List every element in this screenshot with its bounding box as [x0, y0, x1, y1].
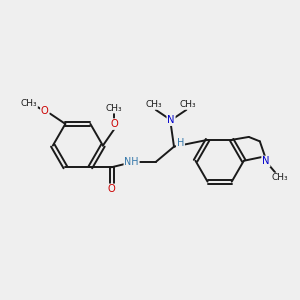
Text: CH₃: CH₃: [146, 100, 163, 109]
Text: N: N: [167, 115, 175, 125]
Text: NH: NH: [124, 157, 139, 167]
Text: O: O: [110, 119, 118, 129]
Text: O: O: [41, 106, 49, 116]
Text: CH₃: CH₃: [272, 173, 288, 182]
Text: CH₃: CH₃: [179, 100, 196, 109]
Text: O: O: [108, 184, 116, 194]
Text: H: H: [177, 138, 184, 148]
Text: CH₃: CH₃: [106, 104, 122, 113]
Text: N: N: [262, 156, 270, 167]
Text: CH₃: CH₃: [20, 98, 37, 107]
